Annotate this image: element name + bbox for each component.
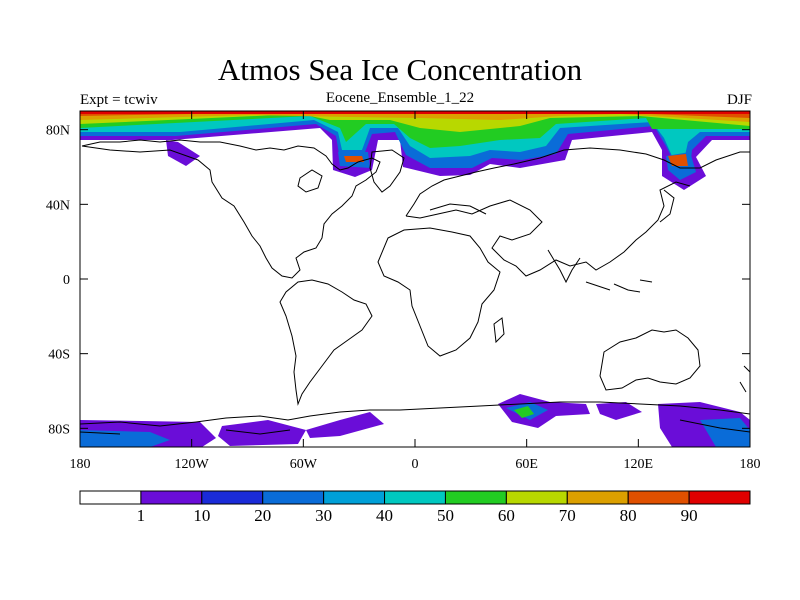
x-tick-label: 60W bbox=[290, 457, 318, 472]
ice-patch-alaska bbox=[166, 140, 200, 166]
experiment-label: Expt = tcwiv bbox=[80, 92, 158, 108]
y-tick-label: 0 bbox=[63, 273, 70, 288]
season-label: DJF bbox=[726, 92, 752, 108]
arctic-ice-70 bbox=[80, 111, 750, 132]
coast-madagascar bbox=[493, 317, 505, 344]
colorbar-box bbox=[140, 490, 203, 505]
arctic-ice-60 bbox=[80, 111, 750, 148]
colorbar-label: 10 bbox=[193, 506, 210, 525]
colorbar-box bbox=[444, 490, 507, 505]
coast-antarctic-interior bbox=[80, 419, 750, 435]
colorbar-box bbox=[79, 490, 142, 505]
coast-antarctica bbox=[80, 401, 750, 427]
antarctic-ice-east3-inner bbox=[700, 418, 750, 447]
x-tick-label: 180 bbox=[70, 457, 91, 472]
map-axes: 180 120W 60W 0 60E 120E 180 80N 40N 0 40S 80S bbox=[46, 111, 761, 472]
antarctic-ice-east1-core bbox=[514, 406, 534, 418]
coast-australia bbox=[599, 329, 701, 391]
coast-indonesia bbox=[585, 279, 653, 293]
x-tick-label: 0 bbox=[412, 457, 419, 472]
ice-patch-greenland-core bbox=[344, 156, 364, 162]
y-tick-label: 80N bbox=[46, 124, 70, 139]
antarctic-ice-west-inner bbox=[80, 430, 170, 447]
colorbar-label: 60 bbox=[498, 506, 515, 525]
coast-hudson bbox=[297, 169, 323, 193]
antarctic-ice-east2 bbox=[596, 402, 642, 420]
colorbar-label: 70 bbox=[559, 506, 576, 525]
colorbar-label: 50 bbox=[437, 506, 454, 525]
colorbar-label: 20 bbox=[254, 506, 271, 525]
colorbar-box bbox=[566, 490, 629, 505]
coast-eurasia bbox=[405, 147, 750, 277]
colorbar-box bbox=[627, 490, 690, 505]
ice-patch-siberia-core bbox=[668, 154, 688, 166]
x-tick-label: 120W bbox=[175, 457, 210, 472]
x-tick-label: 60E bbox=[515, 457, 538, 472]
ice-field bbox=[80, 111, 750, 447]
x-tick-label: 180 bbox=[740, 457, 761, 472]
coast-japan bbox=[659, 189, 675, 223]
antarctic-ice-ross bbox=[218, 420, 306, 446]
colorbar-box bbox=[201, 490, 264, 505]
colorbar-box bbox=[262, 490, 325, 505]
colorbar-label: 40 bbox=[376, 506, 393, 525]
antarctic-ice-weddell bbox=[306, 412, 384, 438]
coast-india bbox=[547, 249, 581, 284]
ensemble-label: Eocene_Ensemble_1_22 bbox=[325, 90, 475, 106]
colorbar-box bbox=[323, 490, 386, 505]
y-tick-label: 40S bbox=[48, 348, 70, 363]
x-tick-label: 120E bbox=[624, 457, 654, 472]
coast-africa bbox=[377, 227, 501, 357]
colorbar: 1 10 20 30 40 50 60 70 80 90 bbox=[79, 490, 751, 525]
colorbar-label: 80 bbox=[620, 506, 637, 525]
colorbar-box bbox=[688, 490, 751, 505]
map-title: Atmos Sea Ice Concentration bbox=[217, 52, 583, 87]
coast-north-america bbox=[81, 139, 381, 279]
y-tick-label: 80S bbox=[48, 422, 70, 437]
y-tick-label: 40N bbox=[46, 198, 70, 213]
coast-mediterranean bbox=[429, 203, 487, 215]
coast-new-zealand bbox=[739, 365, 750, 393]
coast-greenland bbox=[369, 149, 405, 193]
colorbar-label: 30 bbox=[315, 506, 332, 525]
colorbar-label: 90 bbox=[681, 506, 698, 525]
colorbar-box bbox=[384, 490, 446, 505]
colorbar-box bbox=[505, 490, 568, 505]
coast-south-america bbox=[279, 279, 373, 406]
colorbar-label: 1 bbox=[137, 506, 146, 525]
coastlines bbox=[80, 139, 750, 435]
